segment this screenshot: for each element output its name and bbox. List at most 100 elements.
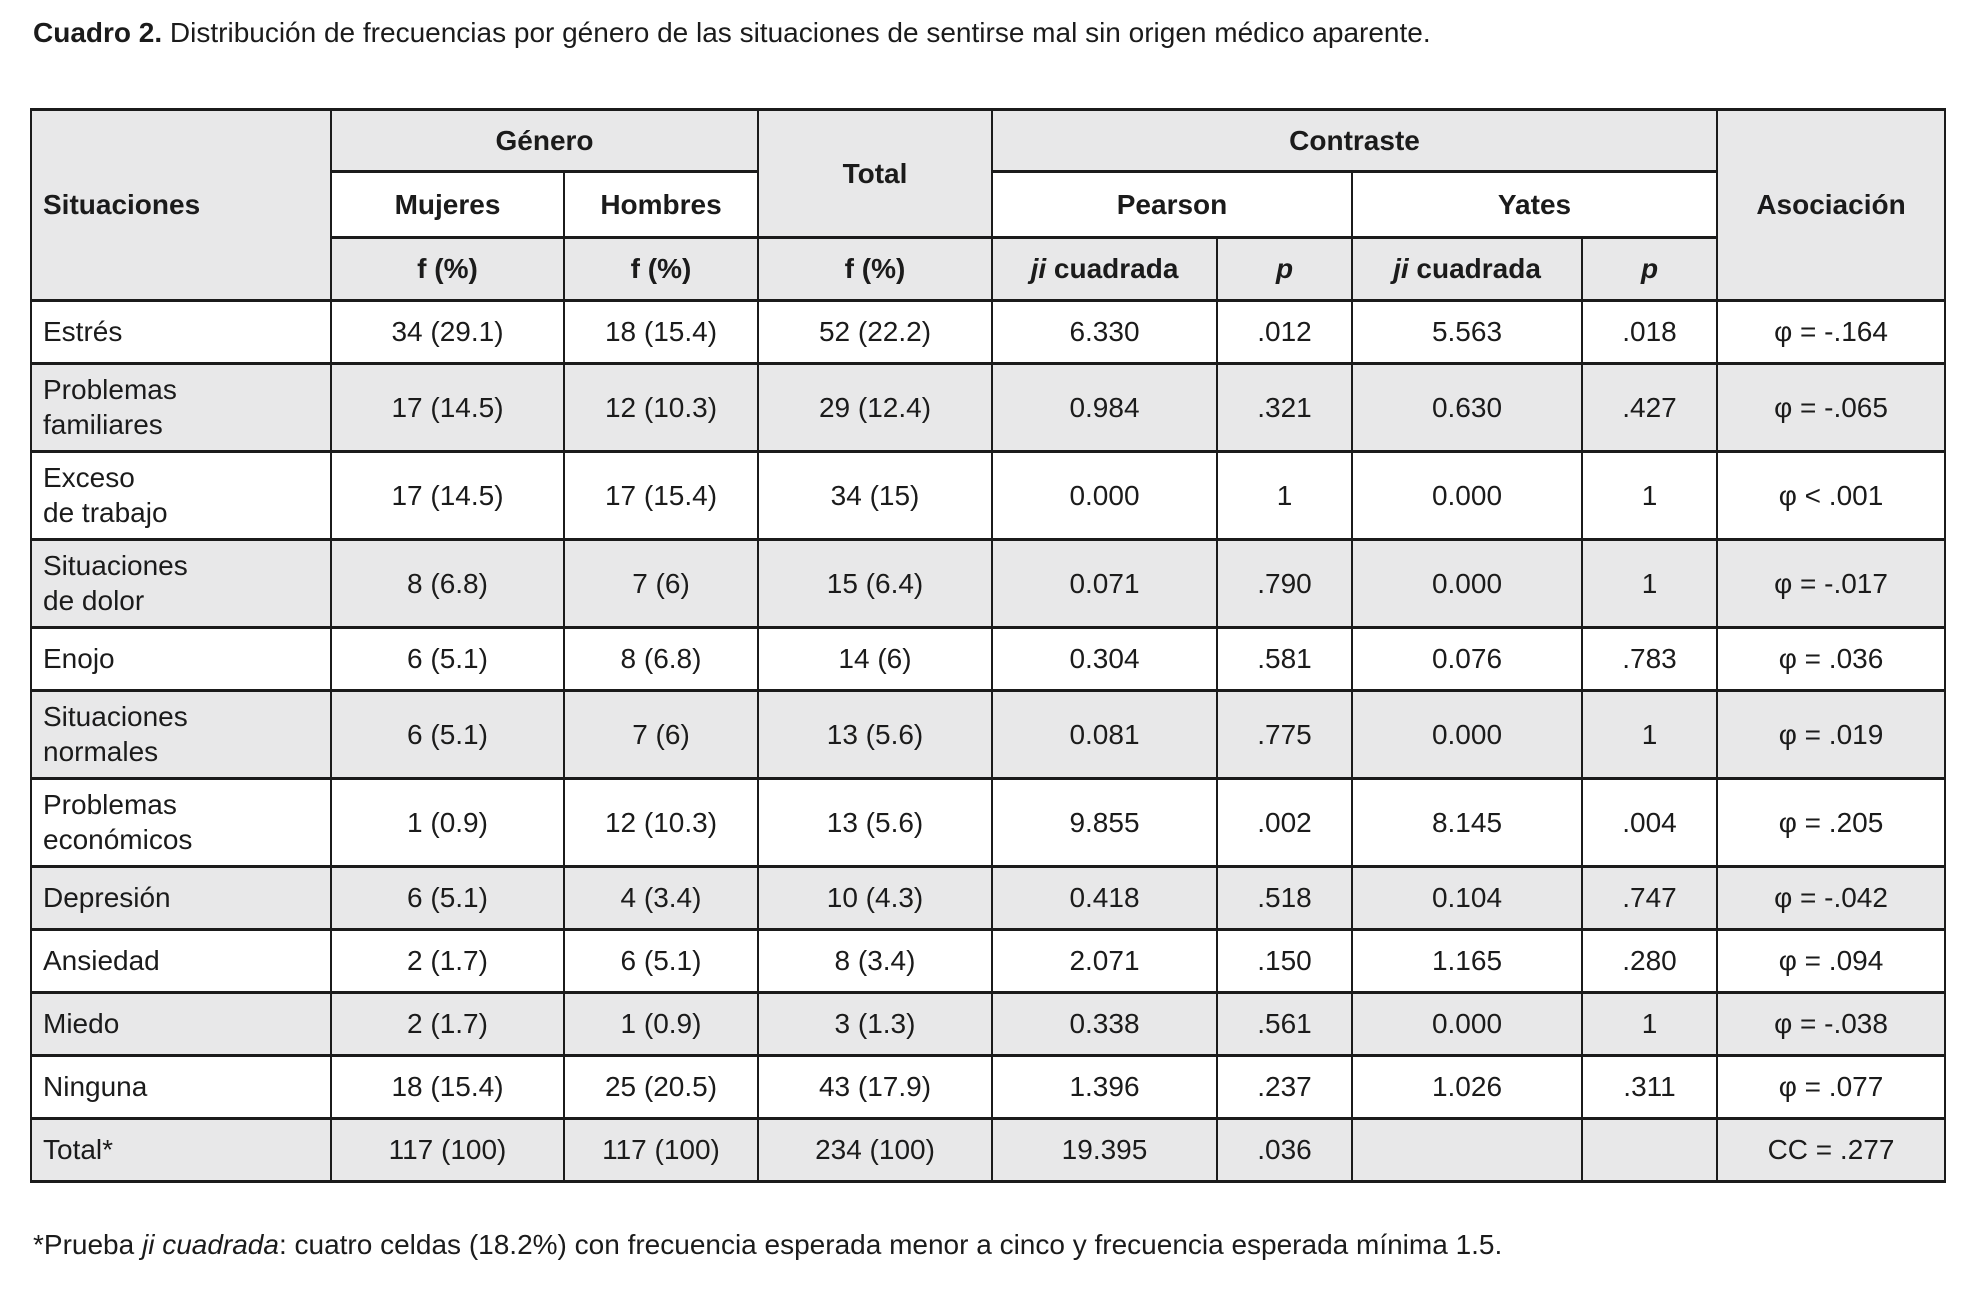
total-value: 3 (1.3) <box>757 990 993 1057</box>
total-value: 8 (3.4) <box>757 927 993 994</box>
hombres-value: 117 (100) <box>563 1116 759 1183</box>
hombres-value: 12 (10.3) <box>563 776 759 868</box>
table-row: Problemas económicos 1 (0.9) 12 (10.3) 13 (… <box>30 776 1947 868</box>
mujeres-value: 2 (1.7) <box>330 927 565 994</box>
situacion-label: Problemas económicos <box>30 776 332 868</box>
col-header-mujeres: Mujeres <box>330 169 565 239</box>
pearson-p-value: .561 <box>1216 990 1353 1057</box>
pearson-p-value: .237 <box>1216 1053 1353 1120</box>
col-header-pearson-ji-cuadrada: ji cuadrada <box>991 235 1218 302</box>
yates-p-value: 1 <box>1580 688 1719 780</box>
pearson-ji-value: 9.855 <box>991 776 1218 868</box>
pearson-ji-value: 2.071 <box>991 927 1218 994</box>
table-row: Enojo 6 (5.1) 8 (6.8) 14 (6) 0.304.581 0.076.… <box>30 625 1947 692</box>
table-body: Estrés 34 (29.1) 18 (15.4) 52 (22.2) 6.330.0… <box>30 298 1947 1183</box>
asociacion-value: φ = .019 <box>1716 688 1947 780</box>
table-caption: Cuadro 2. Distribución de frecuencias po… <box>33 16 1945 50</box>
yates-p-value: .018 <box>1580 298 1719 365</box>
footnote-suffix: : cuatro celdas (18.2%) con frecuencia e… <box>278 1228 1503 1260</box>
total-value: 29 (12.4) <box>757 361 993 453</box>
col-header-hombres-f-pct: f (%) <box>563 235 759 302</box>
pearson-ji-value: 0.418 <box>991 864 1218 931</box>
caption-number: Cuadro 2. <box>33 17 163 48</box>
col-header-total-f-pct: f (%) <box>757 235 993 302</box>
pearson-ji-value: 0.081 <box>991 688 1218 780</box>
situacion-label: Ansiedad <box>30 927 332 994</box>
hombres-value: 4 (3.4) <box>563 864 759 931</box>
total-value: 52 (22.2) <box>757 298 993 365</box>
asociacion-value: φ = -.042 <box>1716 864 1947 931</box>
situacion-label: Situaciones normales <box>30 688 332 780</box>
table-row: Estrés 34 (29.1) 18 (15.4) 52 (22.2) 6.330.0… <box>30 298 1947 365</box>
mujeres-value: 1 (0.9) <box>330 776 565 868</box>
col-header-hombres: Hombres <box>563 169 759 239</box>
mujeres-value: 34 (29.1) <box>330 298 565 365</box>
yates-ji-value: 5.563 <box>1351 298 1583 365</box>
pearson-p-value: .002 <box>1216 776 1353 868</box>
yates-p-value: .427 <box>1580 361 1719 453</box>
col-header-total: Total <box>757 107 993 239</box>
pearson-ji-value: 0.071 <box>991 537 1218 629</box>
pearson-ji-value: 0.984 <box>991 361 1218 453</box>
yates-p-value: .280 <box>1580 927 1719 994</box>
col-header-yates-ji-cuadrada: ji cuadrada <box>1351 235 1583 302</box>
col-header-pearson-p: p <box>1216 235 1353 302</box>
mujeres-value: 8 (6.8) <box>330 537 565 629</box>
yates-p-value: .311 <box>1580 1053 1719 1120</box>
situacion-label: Total* <box>30 1116 332 1183</box>
asociacion-value: φ = -.164 <box>1716 298 1947 365</box>
yates-p-value: 1 <box>1580 449 1719 541</box>
col-header-mujeres-f-pct: f (%) <box>330 235 565 302</box>
table-row: Depresión 6 (5.1) 4 (3.4) 10 (4.3) 0.418.518… <box>30 864 1947 931</box>
total-value: 34 (15) <box>757 449 993 541</box>
pearson-ji-value: 0.000 <box>991 449 1218 541</box>
pearson-p-value: .036 <box>1216 1116 1353 1183</box>
asociacion-value: φ < .001 <box>1716 449 1947 541</box>
total-value: 14 (6) <box>757 625 993 692</box>
mujeres-value: 17 (14.5) <box>330 361 565 453</box>
pearson-ji-value: 0.304 <box>991 625 1218 692</box>
pearson-p-value: .790 <box>1216 537 1353 629</box>
yates-ji-value: 0.000 <box>1351 537 1583 629</box>
pearson-p-value: 1 <box>1216 449 1353 541</box>
hombres-value: 1 (0.9) <box>563 990 759 1057</box>
table-row: Ninguna 18 (15.4) 25 (20.5) 43 (17.9) 1.396.… <box>30 1053 1947 1120</box>
asociacion-value: CC = .277 <box>1716 1116 1947 1183</box>
yates-p-value <box>1580 1116 1719 1183</box>
total-value: 234 (100) <box>757 1116 993 1183</box>
hombres-value: 12 (10.3) <box>563 361 759 453</box>
asociacion-value: φ = -.038 <box>1716 990 1947 1057</box>
caption-text: Distribución de frecuencias por género d… <box>169 17 1431 48</box>
situacion-label: Ninguna <box>30 1053 332 1120</box>
col-header-contraste: Contraste <box>990 107 1719 173</box>
mujeres-value: 2 (1.7) <box>330 990 565 1057</box>
yates-p-value: 1 <box>1580 537 1719 629</box>
mujeres-value: 6 (5.1) <box>330 864 565 931</box>
hombres-value: 8 (6.8) <box>563 625 759 692</box>
table-row: Total* 117 (100) 117 (100) 234 (100) 19.395.… <box>30 1116 1947 1183</box>
asociacion-value: φ = .077 <box>1716 1053 1947 1120</box>
hombres-value: 17 (15.4) <box>563 449 759 541</box>
total-value: 43 (17.9) <box>757 1053 993 1120</box>
pearson-ji-value: 19.395 <box>991 1116 1218 1183</box>
col-header-situaciones: Situaciones <box>30 107 332 302</box>
col-header-yates: Yates <box>1350 169 1719 239</box>
yates-p-value: 1 <box>1580 990 1719 1057</box>
situacion-label: Miedo <box>30 990 332 1057</box>
situacion-label: Estrés <box>30 298 332 365</box>
mujeres-value: 117 (100) <box>330 1116 565 1183</box>
col-header-genero: Género <box>330 107 759 173</box>
yates-ji-value: 0.104 <box>1351 864 1583 931</box>
situacion-label: Depresión <box>30 864 332 931</box>
total-value: 10 (4.3) <box>757 864 993 931</box>
yates-ji-value: 0.000 <box>1351 688 1583 780</box>
total-value: 13 (5.6) <box>757 776 993 868</box>
pearson-ji-value: 6.330 <box>991 298 1218 365</box>
yates-ji-value: 1.165 <box>1351 927 1583 994</box>
asociacion-value: φ = -.017 <box>1716 537 1947 629</box>
asociacion-value: φ = -.065 <box>1716 361 1947 453</box>
pearson-p-value: .775 <box>1216 688 1353 780</box>
yates-ji-value: 0.076 <box>1351 625 1583 692</box>
mujeres-value: 6 (5.1) <box>330 688 565 780</box>
hombres-value: 6 (5.1) <box>563 927 759 994</box>
